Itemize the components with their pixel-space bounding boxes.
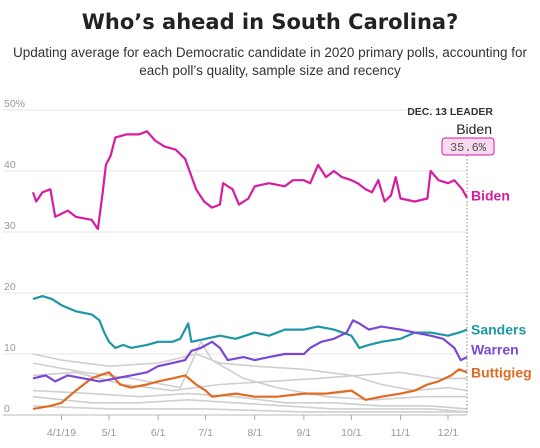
- leader-value: 35.6%: [450, 141, 487, 155]
- warren-label: Warren: [471, 342, 519, 358]
- y-tick-label: 10: [4, 342, 16, 354]
- leader-annotation: DEC. 13 LEADER Biden 35.6%: [407, 106, 495, 415]
- leader-value-badge: [441, 137, 495, 156]
- sanders-label: Sanders: [471, 322, 526, 338]
- other-candidate-line: [32, 389, 468, 410]
- leader-heading: DEC. 13 LEADER: [407, 106, 493, 118]
- x-tick-label: 11/1: [391, 427, 411, 439]
- biden-line: [31, 130, 468, 231]
- y-tick-label: 50%: [4, 98, 25, 110]
- y-tick-label: 40: [4, 159, 16, 171]
- x-tick-label: 6/1: [151, 427, 166, 439]
- x-tick-label: 8/1: [247, 427, 262, 439]
- x-tick-label: 7/1: [198, 427, 213, 439]
- chart-subtitle: Updating average for each Democratic can…: [12, 45, 528, 78]
- x-axis: 4/1/19 5/1 6/1 7/1 8/1 9/1 10/1 11/1 12/1: [47, 415, 458, 439]
- sanders-line: [32, 295, 468, 349]
- buttigieg-label: Buttigieg: [471, 364, 532, 380]
- candidate-lines: [31, 130, 468, 410]
- y-tick-label: 0: [4, 403, 10, 415]
- buttigieg-line: [32, 368, 468, 410]
- x-tick-label: 10/1: [341, 427, 362, 439]
- x-tick-label: 5/1: [102, 427, 117, 439]
- warren-line: [32, 319, 468, 383]
- x-tick-label: 12/1: [438, 427, 459, 439]
- leader-name: Biden: [456, 121, 492, 137]
- biden-label: Biden: [471, 187, 510, 203]
- y-tick-label: 30: [4, 220, 16, 232]
- x-tick-label: 4/1/19: [47, 427, 76, 439]
- other-candidates-lines: [32, 340, 468, 413]
- other-candidate-line: [32, 395, 468, 413]
- x-tick-label: 9/1: [297, 427, 312, 439]
- chart-title: Who’s ahead in South Carolina?: [81, 10, 459, 34]
- grid-lines: [3, 109, 467, 416]
- other-candidate-line: [32, 405, 467, 413]
- y-tick-label: 20: [4, 281, 16, 293]
- y-axis: 0 10 20 30 40 50%: [4, 98, 25, 415]
- series-labels: Biden Sanders Warren Buttigieg: [471, 187, 532, 380]
- other-candidate-line: [32, 340, 467, 401]
